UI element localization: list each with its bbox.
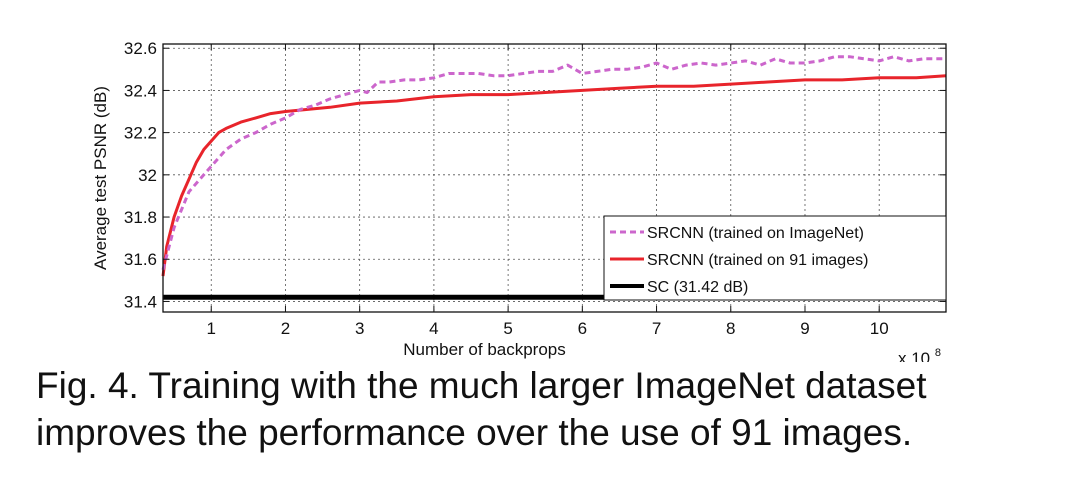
grid-lines — [163, 44, 946, 312]
plot-area-frame — [162, 43, 947, 313]
y-tick-label: 31.4 — [124, 292, 157, 311]
legend-label: SRCNN (trained on 91 images) — [647, 252, 868, 269]
legend-label: SC (31.42 dB) — [647, 279, 748, 296]
x-axis-title: Number of backprops — [403, 340, 566, 359]
y-tick-label: 31.8 — [124, 208, 157, 227]
y-tick-label: 32 — [138, 166, 157, 185]
psnr-line-chart: 1 2 3 4 5 6 7 8 9 10 31.4 31.6 31.8 32 32.2 32.4 32.6 Nu… — [91, 39, 947, 362]
legend-label: SRCNN (trained on ImageNet) — [647, 225, 864, 242]
series-line-2 — [161, 74, 947, 277]
x-tick-label: 9 — [800, 319, 809, 338]
y-tick-label: 32.2 — [124, 124, 157, 143]
caption-line-2: improves the performance over the use of… — [36, 412, 913, 453]
x-tick-label: 10 — [870, 319, 889, 338]
y-tick-label: 32.4 — [124, 81, 157, 100]
x-scale-base: x 10 — [898, 349, 930, 362]
x-tick-label: 6 — [578, 319, 587, 338]
y-tick-label: 32.6 — [124, 39, 157, 58]
x-tick-label: 3 — [355, 319, 364, 338]
legend-items: SRCNN (trained on ImageNet) SRCNN (traine… — [610, 225, 868, 296]
x-tick-label: 8 — [726, 319, 735, 338]
x-tick-label: 7 — [652, 319, 661, 338]
y-tick-label: 31.6 — [124, 250, 157, 269]
x-tick-label: 1 — [207, 319, 216, 338]
axis-ticks: 1 2 3 4 5 6 7 8 9 10 31.4 31.6 31.8 32 32.2 32.4 32.6 — [124, 39, 946, 338]
x-axis-scale-factor: x 10 8 — [898, 347, 941, 362]
x-scale-exponent: 8 — [935, 347, 941, 359]
caption-line-1: Fig. 4. Training with the much larger Im… — [36, 365, 927, 406]
x-tick-label: 2 — [281, 319, 290, 338]
figure-caption: Fig. 4. Training with the much larger Im… — [36, 362, 1066, 456]
x-tick-label: 5 — [503, 319, 512, 338]
chart-legend: SRCNN (trained on ImageNet) SRCNN (traine… — [603, 215, 947, 301]
y-axis-title: Average test PSNR (dB) — [91, 86, 110, 270]
legend-box — [603, 215, 947, 301]
x-tick-label: 4 — [429, 319, 438, 338]
